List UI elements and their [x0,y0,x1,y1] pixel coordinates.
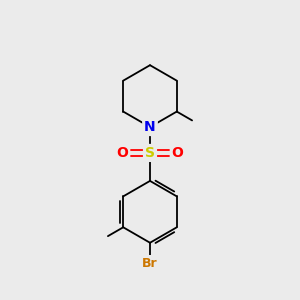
Text: O: O [172,146,184,160]
Text: S: S [145,146,155,160]
Text: O: O [116,146,128,160]
Text: Br: Br [142,257,158,270]
Text: N: N [144,120,156,134]
